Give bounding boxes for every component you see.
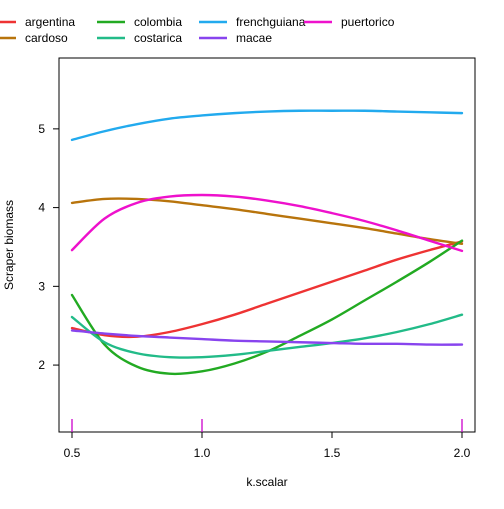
series-line-argentina (70, 240, 464, 339)
series-line-puertorico (70, 193, 464, 253)
y-tick-label: 3 (38, 279, 45, 293)
legend-label-frenchguiana: frenchguiana (236, 15, 306, 29)
y-tick-label: 4 (38, 201, 45, 215)
legend-label-cardoso: cardoso (25, 31, 68, 45)
series-line-colombia (70, 239, 464, 376)
legend-label-costarica: costarica (134, 31, 182, 45)
x-tick-label: 1.5 (324, 446, 341, 460)
x-tick-label: 1.0 (194, 446, 211, 460)
legend-label-puertorico: puertorico (341, 15, 395, 29)
legend-label-macae: macae (236, 31, 272, 45)
legend-label-colombia: colombia (134, 15, 182, 29)
series-line-cardoso (70, 197, 464, 246)
series-line-macae (70, 329, 464, 346)
series-line-frenchguiana (70, 109, 464, 142)
x-tick-label: 2.0 (454, 446, 471, 460)
y-axis-title: Scraper biomass (2, 200, 16, 290)
x-axis-title: k.scalar (246, 475, 287, 489)
x-tick-label: 0.5 (64, 446, 81, 460)
y-tick-label: 2 (38, 358, 45, 372)
y-tick-label: 5 (38, 122, 45, 136)
plot-frame (58, 57, 476, 433)
series-line-costarica (70, 313, 464, 359)
legend-label-argentina: argentina (25, 15, 75, 29)
